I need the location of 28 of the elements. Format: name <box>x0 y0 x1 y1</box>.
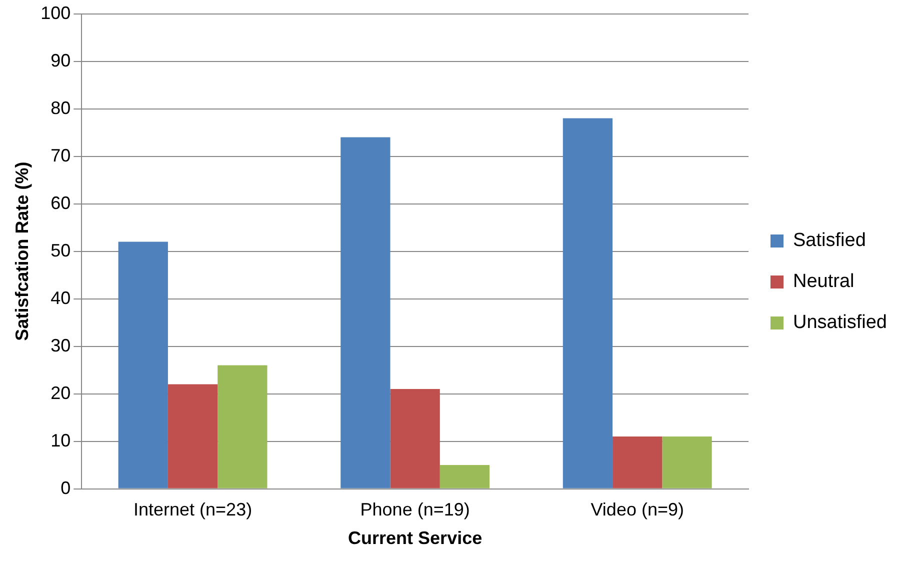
bar <box>662 436 712 488</box>
bar <box>218 365 268 488</box>
y-tick-label: 90 <box>50 50 71 70</box>
bar <box>390 389 440 488</box>
legend-label: Satisfied <box>793 230 866 252</box>
y-tick-label: 70 <box>50 145 71 166</box>
y-tick-label: 60 <box>50 192 71 213</box>
bar <box>168 384 218 488</box>
y-tick-label: 50 <box>50 240 71 260</box>
y-tick-label: 30 <box>50 335 71 356</box>
legend-label: Neutral <box>793 271 854 292</box>
legend-label: Unsatisfied <box>793 312 888 334</box>
bar <box>440 465 490 488</box>
x-tick-label: Internet (n=23) <box>133 500 252 520</box>
y-tick-label: 0 <box>60 478 71 498</box>
y-tick-label: 100 <box>40 2 71 23</box>
bar <box>340 137 390 488</box>
y-tick-label: 80 <box>50 98 71 118</box>
y-tick-label: 10 <box>50 430 71 450</box>
bar <box>612 436 662 488</box>
x-tick-label: Video (n=9) <box>590 500 684 520</box>
y-tick-label: 20 <box>50 382 71 403</box>
bar <box>562 118 613 488</box>
y-tick-label: 40 <box>50 288 71 308</box>
bar <box>118 242 168 488</box>
x-tick-label: Phone (n=19) <box>360 500 470 520</box>
y-axis-title: Satisfcation Rate (%) <box>12 162 32 341</box>
x-axis-title: Current Service <box>348 528 482 548</box>
